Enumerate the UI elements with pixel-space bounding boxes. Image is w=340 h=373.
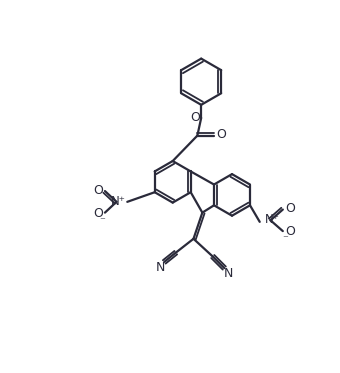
Text: N⁺: N⁺ — [112, 195, 126, 207]
Text: N: N — [223, 267, 233, 280]
Text: N⁺: N⁺ — [266, 213, 280, 226]
Text: O: O — [190, 112, 200, 125]
Text: ⁻: ⁻ — [282, 235, 288, 245]
Text: O: O — [285, 225, 295, 238]
Text: O: O — [93, 207, 103, 220]
Text: O: O — [285, 202, 295, 215]
Text: N: N — [156, 261, 165, 274]
Text: O: O — [93, 184, 103, 197]
Text: ⁻: ⁻ — [100, 216, 106, 226]
Text: O: O — [216, 128, 226, 141]
